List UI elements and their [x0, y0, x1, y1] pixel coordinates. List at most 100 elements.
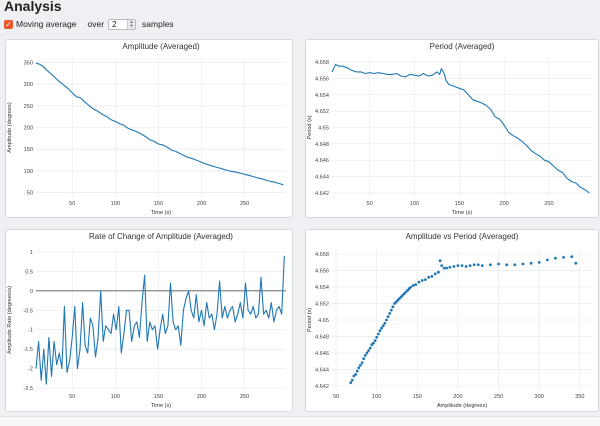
scatter-point — [381, 324, 385, 328]
y-tick-label: 0 — [30, 289, 33, 295]
scatter-point — [442, 266, 446, 270]
y-tick-label: -2 — [28, 367, 33, 373]
amplitude-vs-period-panel: Amplitude vs Period (Averaged) 50 100 150 20… — [305, 229, 599, 412]
moving-average-controls: ✓ Moving average over 2 ▲ ▼ samples — [4, 17, 174, 31]
y-tick-label: 150 — [24, 147, 33, 153]
y-tick-label: 4.652 — [315, 302, 329, 308]
moving-average-label: Moving average — [16, 19, 77, 29]
scatter-point — [414, 283, 418, 286]
y-tick-label: 4.644 — [315, 367, 329, 373]
samples-value: 2 — [112, 19, 117, 29]
scatter-point — [505, 263, 509, 267]
x-tick-label: 300 — [535, 394, 544, 400]
x-tick-label: 250 — [240, 201, 249, 207]
scatter-point — [554, 256, 557, 260]
samples-label: samples — [142, 19, 174, 29]
scatter-point — [385, 318, 388, 322]
y-tick-label: 1 — [30, 250, 33, 256]
chart-title: Period (Averaged) — [430, 42, 495, 51]
y-tick-label: 4.658 — [315, 60, 329, 66]
scatter-point — [430, 275, 434, 278]
scatter-point — [388, 312, 392, 315]
scatter-point — [472, 263, 476, 267]
samples-spinbox[interactable]: 2 ▲ ▼ — [108, 18, 137, 30]
spinner-arrows-icon[interactable]: ▲ ▼ — [127, 19, 136, 29]
y-tick-label: 50 — [27, 191, 33, 197]
scatter-point — [433, 272, 437, 276]
rate-of-change-chart: Rate of Change of Amplitude (Averaged) 50… — [7, 232, 286, 409]
scatter-point — [383, 321, 387, 325]
scatter-point — [355, 369, 359, 373]
scatter-point — [360, 361, 364, 365]
bottom-strip — [0, 416, 600, 426]
y-tick-label: 100 — [24, 169, 33, 175]
x-tick-label: 50 — [333, 394, 339, 400]
series-line — [35, 255, 285, 385]
y-tick-label: 4.642 — [315, 384, 329, 390]
x-tick-label: 200 — [197, 394, 206, 400]
scatter-point — [362, 357, 366, 361]
series-line — [35, 62, 284, 186]
scatter-point — [570, 255, 574, 258]
scatter-point — [372, 341, 375, 345]
x-axis-label: Time (s) — [452, 210, 472, 216]
scatter-point — [468, 264, 472, 267]
y-tick-label: 0.5 — [25, 269, 33, 275]
scatter-point — [464, 265, 468, 268]
scatter-point — [497, 262, 500, 266]
x-tick-label: 50 — [69, 394, 75, 400]
y-axis-label: Amplitude Rate (degrees/s) — [7, 286, 13, 354]
gridlines — [332, 250, 592, 390]
x-tick-label: 250 — [544, 201, 553, 207]
y-tick-label: 4.654 — [315, 93, 329, 99]
scatter-point — [411, 284, 415, 287]
y-tick-label: -0.5 — [23, 308, 33, 314]
y-tick-label: 4.646 — [315, 158, 329, 164]
x-tick-label: 150 — [455, 201, 464, 207]
scatter-point — [545, 258, 549, 262]
chart-title: Amplitude vs Period (Averaged) — [406, 232, 519, 241]
scatter-point — [378, 329, 382, 333]
y-tick-label: 4.648 — [315, 142, 329, 148]
moving-average-checkbox[interactable]: ✓ — [4, 19, 13, 29]
scatter-point — [437, 270, 440, 274]
scatter-point — [389, 308, 393, 312]
scatter-point — [489, 263, 492, 267]
scatter-point — [480, 264, 484, 267]
y-tick-label: 4.656 — [315, 269, 329, 275]
scatter-point — [460, 264, 464, 267]
y-tick-label: 4.654 — [315, 285, 329, 291]
x-tick-label: 150 — [154, 201, 163, 207]
scatter-point — [350, 378, 354, 382]
period-chart-panel: Period (Averaged) 50 100 150 200 250 4.642 4.64… — [305, 39, 599, 218]
y-axis-label: Period (s) — [307, 308, 313, 332]
scatter-point — [562, 256, 565, 259]
scatter-point — [376, 332, 380, 336]
y-tick-label: 250 — [24, 104, 33, 110]
scatter-point — [354, 373, 357, 376]
scatter-point — [424, 278, 427, 281]
scatter-point — [367, 349, 370, 352]
x-tick-label: 100 — [410, 201, 419, 207]
y-tick-label: 4.652 — [315, 109, 329, 115]
y-tick-label: 4.642 — [315, 191, 329, 197]
y-tick-label: 4.658 — [315, 252, 329, 258]
x-tick-label: 200 — [453, 394, 462, 400]
scatter-point — [513, 263, 517, 267]
scatter-point — [365, 351, 369, 355]
x-tick-label: 200 — [499, 201, 508, 207]
x-axis-label: Time (s) — [151, 210, 171, 216]
x-tick-label: 100 — [111, 394, 120, 400]
scatter-point — [420, 279, 424, 282]
series-line — [331, 63, 590, 194]
x-axis-label: Time (s) — [151, 403, 171, 409]
x-tick-label: 150 — [154, 394, 163, 400]
y-tick-label: 200 — [24, 126, 33, 132]
x-axis-label: Amplitude (degrees) — [437, 403, 488, 409]
y-tick-label: -2.5 — [23, 386, 33, 392]
x-tick-label: 250 — [240, 394, 249, 400]
scatter-point — [537, 261, 541, 264]
y-tick-label: 4.646 — [315, 351, 329, 357]
x-tick-label: 100 — [111, 201, 120, 207]
scatter-point — [440, 264, 444, 267]
